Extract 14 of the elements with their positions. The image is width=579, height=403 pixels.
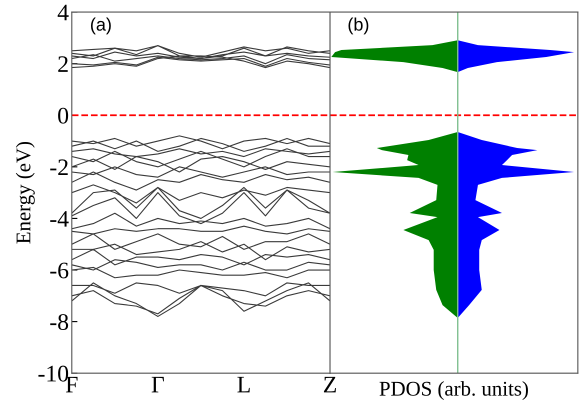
annotation: (a) [90,18,111,34]
x-axis-title: PDOS (arb. units) [380,381,528,400]
y-tick-label: -4 [50,211,69,227]
x-tick-label: Γ [152,376,164,392]
y-tick-label: -6 [50,262,68,278]
y-tick-label: 2 [58,56,68,72]
y-tick-label: -8 [50,314,68,330]
y-tick-label: 0 [58,108,68,124]
annotation: (b) [348,18,368,34]
x-tick-label: Z [324,376,336,392]
x-tick-label: L [237,376,250,392]
y-tick-label: -2 [50,159,68,176]
y-axis-title: Energy (eV) [16,142,35,244]
y-tick-label: 4 [58,4,69,20]
